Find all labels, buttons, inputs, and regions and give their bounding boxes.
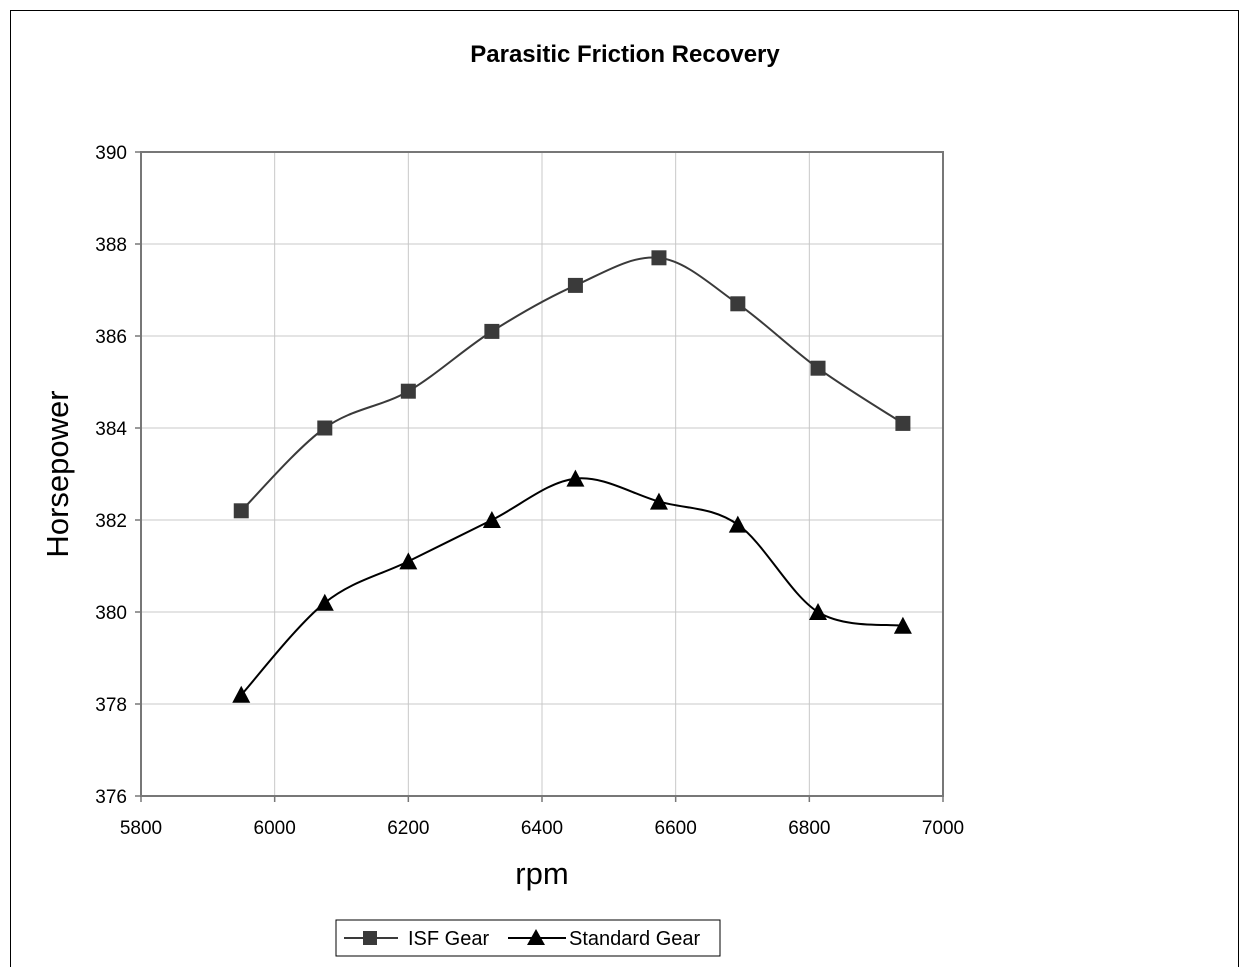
legend-label-isf: ISF Gear <box>408 928 489 950</box>
series-line-standard-gear <box>240 477 904 696</box>
legend-marker-square <box>363 931 377 945</box>
data-point-triangle <box>566 469 585 487</box>
series-line-isf-gear <box>240 256 904 512</box>
series-layer <box>232 250 912 703</box>
legend-marker-triangle <box>527 929 545 945</box>
series-standard-gear <box>232 469 912 703</box>
x-axis-title: rpm <box>515 856 568 891</box>
data-point-triangle <box>649 492 668 510</box>
data-point-square <box>233 503 249 519</box>
x-tick-label: 5800 <box>120 818 162 839</box>
y-tick-label: 390 <box>95 143 127 164</box>
data-point-triangle <box>482 511 501 528</box>
x-tick-label: 6200 <box>387 818 429 839</box>
data-point-square <box>730 296 746 312</box>
data-point-square <box>400 383 416 399</box>
legend-label-standard: Standard Gear <box>569 928 701 950</box>
grid <box>141 152 943 796</box>
data-point-square <box>484 323 500 339</box>
y-tick-label: 384 <box>95 419 127 440</box>
x-tick-label: 6800 <box>788 818 830 839</box>
data-point-square <box>317 420 333 436</box>
series-isf-gear <box>233 250 911 519</box>
y-tick-label: 382 <box>95 511 127 532</box>
y-tick-label: 380 <box>95 603 127 624</box>
data-point-triangle <box>893 616 912 634</box>
data-point-square <box>651 250 667 266</box>
data-point-square <box>810 360 826 376</box>
y-tick-label: 386 <box>95 327 127 348</box>
y-tick-label: 388 <box>95 235 127 256</box>
chart-title: Parasitic Friction Recovery <box>470 41 780 68</box>
x-tick-label: 6000 <box>254 818 296 839</box>
x-tick-label: 6600 <box>655 818 697 839</box>
x-tick-label: 6400 <box>521 818 563 839</box>
data-point-triangle <box>728 515 747 533</box>
legend: ISF Gear Standard Gear <box>335 919 721 957</box>
data-point-triangle <box>232 685 251 703</box>
y-tick-label: 378 <box>95 695 127 716</box>
y-axis: 376 378 380 382 384 386 388 390 <box>95 143 141 808</box>
data-point-triangle <box>315 593 334 611</box>
y-tick-label: 376 <box>95 787 127 808</box>
y-axis-title: Horsepower <box>40 390 75 557</box>
x-axis: 5800 6000 6200 6400 6600 6800 7000 <box>120 796 964 839</box>
data-point-square <box>567 277 583 293</box>
data-point-triangle <box>809 603 828 620</box>
data-point-triangle <box>399 552 418 570</box>
x-tick-label: 7000 <box>922 818 964 839</box>
data-point-square <box>895 415 911 431</box>
